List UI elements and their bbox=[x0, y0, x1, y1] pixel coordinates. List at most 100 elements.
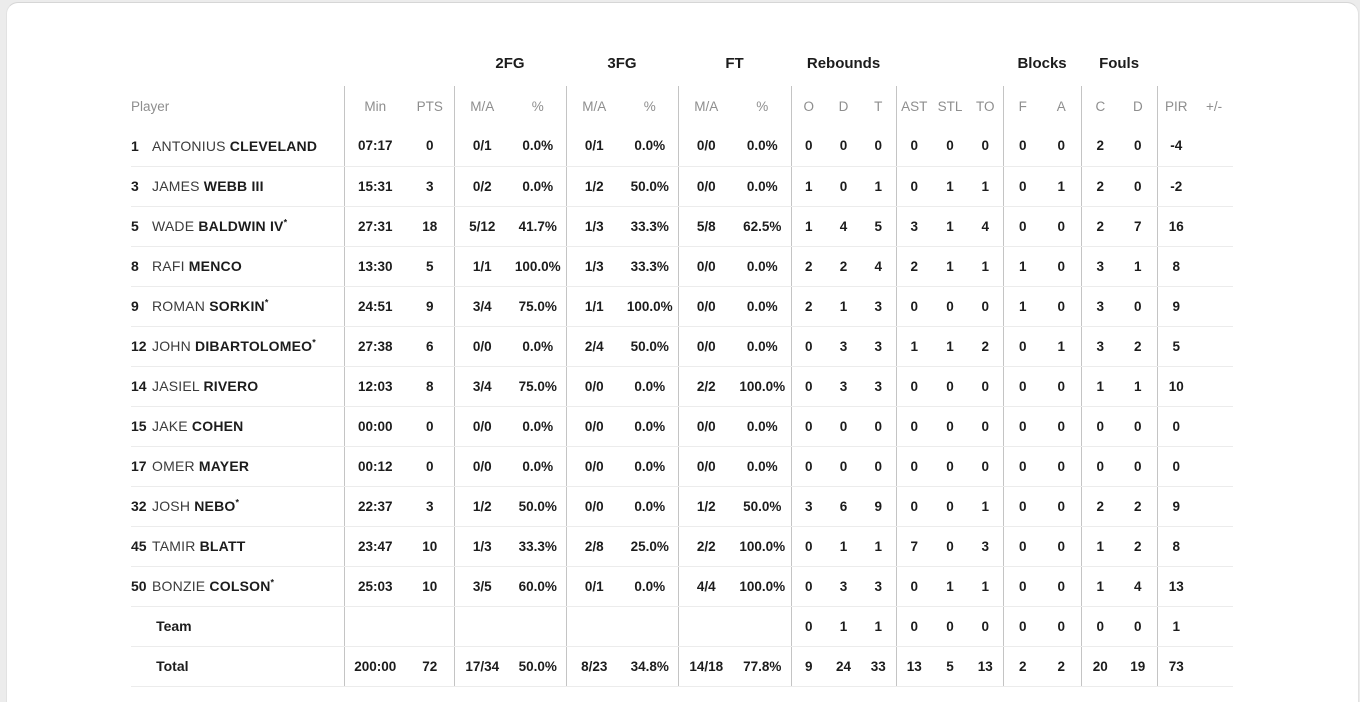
col-header-foul-d: D bbox=[1132, 98, 1143, 114]
ft-ma-cell: 0/0 bbox=[677, 286, 734, 327]
player-number: 17 bbox=[131, 458, 147, 474]
player-number: 14 bbox=[131, 378, 147, 394]
fg3-pct-cell: 33.3% bbox=[622, 246, 678, 287]
pir-cell: 0 bbox=[1156, 446, 1196, 487]
reb-d-cell: 3 bbox=[826, 566, 862, 607]
col-header-plusminus: +/- bbox=[1205, 98, 1223, 114]
player-last-name: COHEN bbox=[191, 418, 244, 434]
player-number: 9 bbox=[131, 298, 139, 314]
reb-d-cell: 0 bbox=[826, 406, 862, 447]
reb-o-cell: 2 bbox=[790, 286, 827, 327]
player-first-name: RAFI bbox=[152, 258, 185, 274]
fg2-ma-cell: 1/2 bbox=[453, 486, 510, 527]
stl-cell: 1 bbox=[932, 326, 969, 367]
foul-c-cell: 1 bbox=[1080, 526, 1120, 567]
fg3-pct-cell: 0.0% bbox=[622, 366, 678, 407]
reb-t-cell: 3 bbox=[861, 286, 897, 327]
table-row: 32 JOSH NEBO* 22:37 3 1/2 50.0% 0/0 0.0% … bbox=[131, 486, 1234, 527]
foul-c-cell: 3 bbox=[1080, 286, 1120, 327]
fg2-ma-cell: 3/4 bbox=[453, 366, 510, 407]
foul-c-cell: 0 bbox=[1080, 606, 1120, 647]
block-f-cell: 0 bbox=[1002, 166, 1043, 207]
player-last-name: COLSON bbox=[209, 578, 271, 594]
ft-pct-cell: 50.0% bbox=[734, 486, 792, 527]
reb-d-cell: 3 bbox=[826, 366, 862, 407]
reb-d-cell: 1 bbox=[826, 606, 862, 647]
player-last-name: NEBO bbox=[194, 498, 236, 514]
foul-c-cell: 0 bbox=[1080, 446, 1120, 487]
col-header-stl: STL bbox=[937, 98, 963, 114]
reb-o-cell: 0 bbox=[790, 446, 827, 487]
pts-cell: 3 bbox=[406, 166, 454, 207]
reb-d-cell: 0 bbox=[826, 166, 862, 207]
player-cell: 14 JASIEL RIVERO bbox=[131, 366, 344, 407]
pts-cell: 72 bbox=[406, 646, 454, 687]
player-last-name: RIVERO bbox=[203, 378, 259, 394]
pir-cell: 13 bbox=[1156, 566, 1196, 607]
fg2-pct-cell: 60.0% bbox=[510, 566, 566, 607]
stl-cell: 0 bbox=[932, 126, 969, 167]
player-cell: 17 OMER MAYER bbox=[131, 446, 344, 487]
ft-ma-cell: 2/2 bbox=[677, 526, 734, 567]
foul-c-cell: 20 bbox=[1080, 646, 1120, 687]
pts-cell: 0 bbox=[406, 126, 454, 167]
fg2-ma-cell: 0/0 bbox=[453, 406, 510, 447]
block-a-cell: 0 bbox=[1042, 606, 1082, 647]
fg3-pct-cell: 25.0% bbox=[622, 526, 678, 567]
pts-cell bbox=[406, 606, 454, 647]
fg3-pct-cell: 33.3% bbox=[622, 206, 678, 247]
ft-pct-cell: 0.0% bbox=[734, 286, 792, 327]
reb-t-cell: 3 bbox=[861, 566, 897, 607]
player-last-name: WEBB III bbox=[203, 178, 264, 194]
reb-o-cell: 0 bbox=[790, 566, 827, 607]
col-header-player: Player bbox=[131, 98, 170, 114]
reb-d-cell: 1 bbox=[826, 526, 862, 567]
plusminus-cell bbox=[1195, 206, 1234, 247]
min-cell: 200:00 bbox=[343, 646, 406, 687]
foul-c-cell: 2 bbox=[1080, 166, 1120, 207]
block-f-cell: 1 bbox=[1002, 246, 1043, 287]
player-cell: 50 BONZIE COLSON* bbox=[131, 566, 344, 607]
reb-t-cell: 9 bbox=[861, 486, 897, 527]
col-header-reb-t: T bbox=[874, 98, 883, 114]
player-number: 15 bbox=[131, 418, 147, 434]
ft-ma-cell: 2/2 bbox=[677, 366, 734, 407]
col-header-block-f: F bbox=[1002, 86, 1043, 126]
fg3-pct-cell: 50.0% bbox=[622, 326, 678, 367]
ast-cell: 3 bbox=[895, 206, 933, 247]
ft-pct-cell: 100.0% bbox=[734, 526, 792, 567]
player-number: 5 bbox=[131, 218, 139, 234]
player-cell: 12 JOHN DIBARTOLOMEO* bbox=[131, 326, 344, 367]
foul-d-cell: 1 bbox=[1119, 366, 1158, 407]
table-row: Team 0 1 1 0 0 0 0 0 0 0 1 bbox=[131, 606, 1234, 647]
ft-ma-cell: 0/0 bbox=[677, 446, 734, 487]
player-number: 3 bbox=[131, 178, 139, 194]
reb-o-cell: 0 bbox=[790, 526, 827, 567]
block-f-cell: 0 bbox=[1002, 446, 1043, 487]
ft-pct-cell: 0.0% bbox=[734, 246, 792, 287]
block-a-cell: 0 bbox=[1042, 286, 1082, 327]
min-cell: 15:31 bbox=[343, 166, 406, 207]
to-cell: 0 bbox=[968, 446, 1004, 487]
player-last-name: SORKIN bbox=[209, 298, 265, 314]
fg2-ma-cell: 5/12 bbox=[453, 206, 510, 247]
to-cell: 0 bbox=[968, 286, 1004, 327]
block-a-cell: 1 bbox=[1042, 326, 1082, 367]
fg3-ma-cell: 0/1 bbox=[565, 126, 622, 167]
ft-ma-cell: 4/4 bbox=[677, 566, 734, 607]
pir-cell: 9 bbox=[1156, 286, 1196, 327]
reb-o-cell: 0 bbox=[790, 126, 827, 167]
block-a-cell: 0 bbox=[1042, 486, 1082, 527]
table-row: Total 200:00 72 17/34 50.0% 8/23 34.8% 1… bbox=[131, 646, 1234, 687]
player-cell: 15 JAKE COHEN bbox=[131, 406, 344, 447]
fg2-pct-cell: 100.0% bbox=[510, 246, 566, 287]
stl-cell: 0 bbox=[932, 406, 969, 447]
block-a-cell: 2 bbox=[1042, 646, 1082, 687]
block-a-cell: 0 bbox=[1042, 366, 1082, 407]
reb-t-cell: 1 bbox=[861, 606, 897, 647]
ast-cell: 0 bbox=[895, 406, 933, 447]
reb-o-cell: 9 bbox=[790, 646, 827, 687]
player-cell: 45 TAMIR BLATT bbox=[131, 526, 344, 567]
fg2-pct-cell: 0.0% bbox=[510, 446, 566, 487]
fg2-ma-cell: 0/1 bbox=[453, 126, 510, 167]
